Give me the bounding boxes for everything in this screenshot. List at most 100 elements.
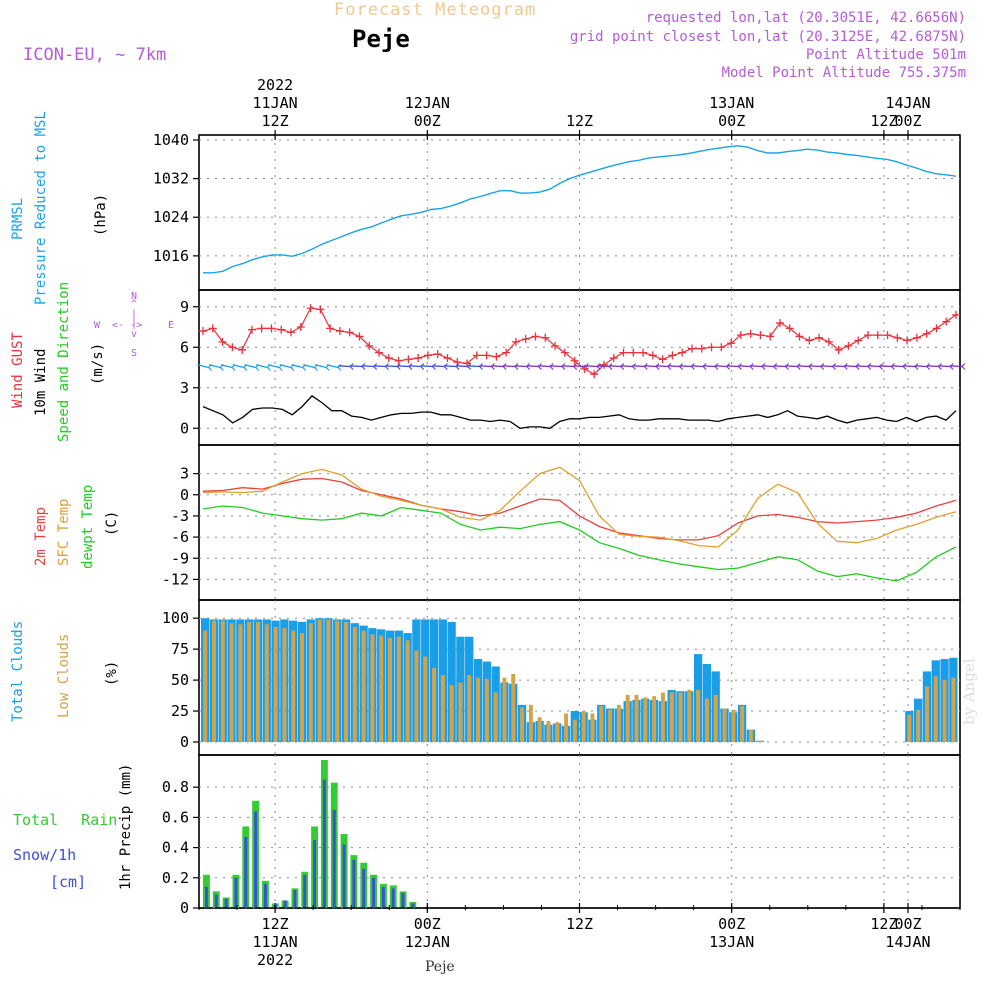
gust-marker: [277, 325, 286, 334]
snow-unit-label: [cm]: [50, 873, 87, 891]
bottom-time-label: 13JAN: [709, 933, 754, 951]
gust-marker: [707, 343, 716, 352]
gust-marker: [893, 333, 902, 342]
wind-direction-arrow: [691, 365, 704, 368]
low-cloud-bar: [432, 667, 437, 742]
grid-point-coords: grid point closest lon,lat (20.3125E, 42…: [569, 29, 966, 45]
gust-marker: [863, 331, 872, 340]
low-cloud-bar: [916, 709, 921, 742]
wind-direction-arrow: [279, 364, 292, 369]
model-name: ICON-EU, ~ 7km: [23, 45, 167, 65]
low-cloud-bar: [555, 722, 560, 742]
gust-marker: [423, 351, 432, 360]
compass-arrows: <- ->: [112, 320, 143, 331]
compass-n: N: [131, 291, 138, 302]
wind-direction-arrow: [408, 365, 421, 368]
low-cloud-bar: [212, 620, 216, 742]
wind-direction-arrow: [797, 365, 810, 368]
gust-marker: [697, 344, 706, 353]
gust-marker: [365, 341, 374, 350]
low-cloud-bar: [696, 690, 701, 742]
gust-marker: [795, 332, 804, 341]
wind-direction-arrow: [538, 365, 551, 368]
wind-direction-arrow: [208, 364, 221, 369]
bottom-time-label: 00Z: [414, 915, 441, 933]
gust-marker: [375, 348, 384, 357]
gust-marker: [815, 333, 824, 342]
bottom-time-label: 11JAN: [253, 933, 298, 951]
gust-marker: [639, 348, 648, 357]
low-cloud-bar: [326, 619, 331, 742]
low-cloud-bar: [907, 714, 912, 742]
gust-marker: [727, 339, 736, 348]
gust-marker: [531, 332, 540, 341]
low-cloud-bar: [484, 678, 489, 742]
gust-marker: [756, 331, 765, 340]
y-tick-label: 0.8: [162, 778, 189, 796]
gust-marker: [903, 336, 912, 345]
wind-direction-arrow: [514, 365, 527, 368]
wind-direction-arrow: [902, 365, 915, 368]
y-tick-label: 1040: [153, 131, 189, 149]
wind-direction-arrow: [655, 365, 668, 368]
snow-bar: [332, 809, 336, 908]
snow-bar: [342, 844, 346, 908]
snow-bar: [352, 859, 356, 908]
wind-direction-arrow: [303, 364, 315, 369]
wind-direction-arrow: [291, 364, 303, 369]
gust-marker: [805, 336, 814, 345]
model-altitude: Model Point Altitude 755.375m: [721, 65, 966, 81]
gust-marker: [912, 333, 921, 342]
low-cloud-bar: [220, 620, 225, 742]
low-cloud-bar: [660, 692, 665, 742]
gust-marker: [922, 329, 931, 338]
snow-bar: [313, 840, 317, 908]
y-tick-label: 25: [171, 702, 189, 720]
bottom-time-label: 12Z: [566, 915, 593, 933]
y-tick-label: -3: [171, 507, 189, 525]
wind-direction-arrow: [891, 365, 904, 368]
wind-direction-arrow: [549, 365, 562, 368]
compass-vertical: ^ | | v: [131, 299, 138, 340]
gust-marker: [335, 327, 344, 336]
snow-bar: [391, 888, 395, 908]
top-time-label: 13JAN: [709, 94, 754, 112]
wind-direction-arrow: [256, 364, 268, 369]
gust-marker: [316, 305, 325, 314]
bottom-time-label: 12JAN: [405, 933, 450, 951]
snow-label: Snow/1h: [13, 846, 77, 864]
low-cloud-bar: [511, 673, 516, 742]
gust-marker: [472, 351, 481, 360]
y-tick-label: 6: [180, 338, 189, 356]
wind-direction-arrow: [749, 365, 762, 368]
top-time-label: 00Z: [414, 112, 441, 130]
bottom-time-label: 2022: [257, 951, 293, 969]
wind-direction-arrow: [502, 365, 515, 368]
gust-marker: [736, 331, 745, 340]
wind-direction-arrow: [338, 365, 351, 368]
wind-direction-arrow: [949, 365, 963, 368]
y-tick-label: -6: [171, 528, 189, 546]
low-cloud-bar: [300, 633, 304, 742]
top-time-label: 12Z: [262, 112, 289, 130]
snow-bar: [411, 903, 415, 908]
low-cloud-bar: [740, 706, 745, 742]
gust-marker: [834, 345, 843, 354]
wind-direction-arrow: [349, 365, 362, 368]
wind-direction-arrow: [714, 365, 727, 368]
y-tick-label: 0.4: [162, 839, 189, 857]
low-cloud-bar: [379, 635, 384, 742]
top-time-label: 00Z: [718, 112, 745, 130]
low-cloud-bar: [687, 690, 692, 742]
bottom-time-label: 00Z: [718, 915, 745, 933]
top-time-label: 14JAN: [885, 94, 930, 112]
bottom-time-label: 12Z: [262, 915, 289, 933]
wind-direction-arrow: [197, 364, 209, 369]
low-cloud-bar: [634, 694, 639, 742]
footer-location: Peje: [425, 959, 455, 975]
gust-marker: [208, 324, 217, 333]
gust-marker: [570, 356, 579, 365]
low-cloud-bar: [291, 630, 296, 742]
low-cloud-bar: [396, 636, 401, 742]
